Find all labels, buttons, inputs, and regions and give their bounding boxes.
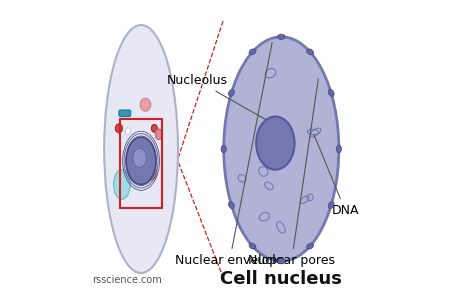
Ellipse shape <box>126 137 156 184</box>
Ellipse shape <box>146 165 157 180</box>
Ellipse shape <box>221 145 227 153</box>
Bar <box>120 119 162 208</box>
Text: Nucleolus: Nucleolus <box>167 74 267 120</box>
FancyBboxPatch shape <box>119 110 131 117</box>
Ellipse shape <box>140 98 151 111</box>
Ellipse shape <box>151 125 157 132</box>
Ellipse shape <box>114 170 130 199</box>
Ellipse shape <box>278 259 285 264</box>
Ellipse shape <box>228 202 234 209</box>
Ellipse shape <box>307 49 313 55</box>
Ellipse shape <box>133 148 146 167</box>
Ellipse shape <box>125 128 130 135</box>
Ellipse shape <box>328 89 334 96</box>
Text: Cell nucleus: Cell nucleus <box>220 270 342 288</box>
Ellipse shape <box>249 243 256 249</box>
Text: rsscience.com: rsscience.com <box>92 275 162 285</box>
Ellipse shape <box>278 34 285 39</box>
Ellipse shape <box>307 243 313 249</box>
Ellipse shape <box>115 124 122 133</box>
Text: Nuclear envelope: Nuclear envelope <box>175 43 284 267</box>
Text: DNA: DNA <box>314 135 359 217</box>
Ellipse shape <box>249 49 256 55</box>
Text: Nuclear pores: Nuclear pores <box>248 79 335 267</box>
Ellipse shape <box>104 25 178 273</box>
Ellipse shape <box>228 89 234 96</box>
Ellipse shape <box>155 129 162 139</box>
Ellipse shape <box>256 117 294 170</box>
Ellipse shape <box>224 37 339 261</box>
Ellipse shape <box>128 156 142 172</box>
Ellipse shape <box>328 202 334 209</box>
Ellipse shape <box>336 145 341 153</box>
